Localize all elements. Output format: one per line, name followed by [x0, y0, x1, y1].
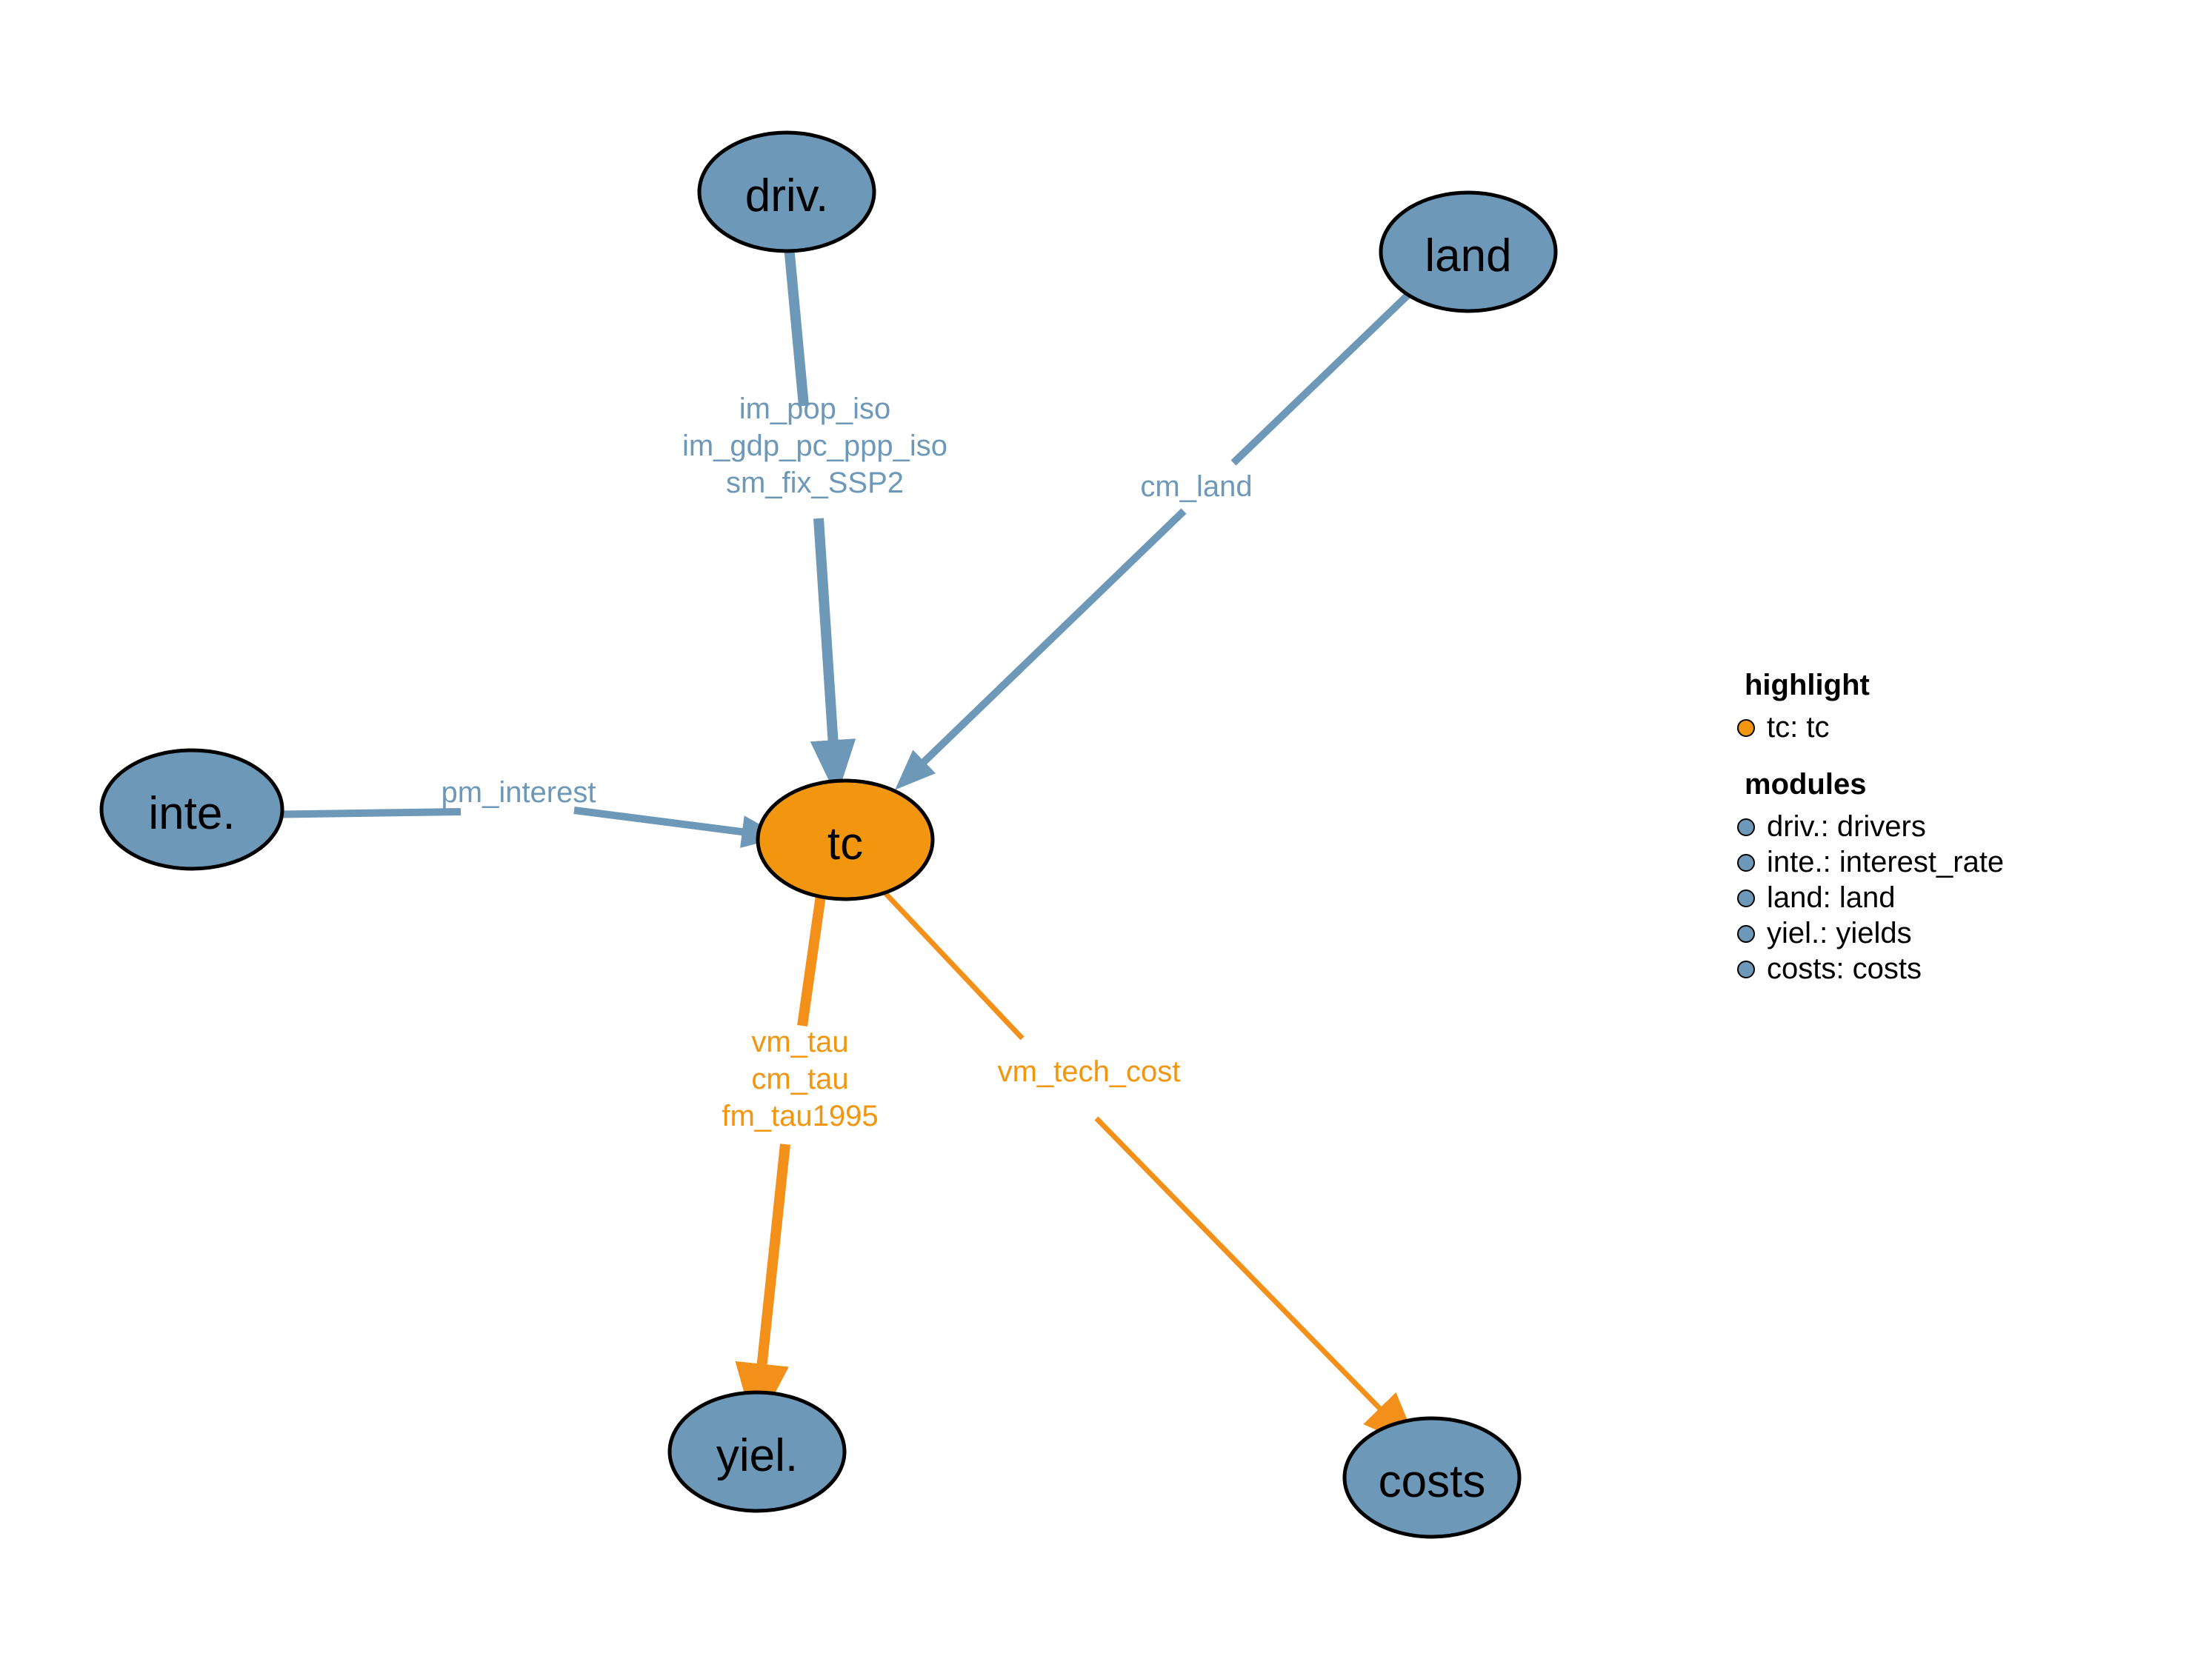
svg-text:yiel.: yiel. [716, 1430, 798, 1481]
svg-text:inte.: inte. [148, 788, 235, 839]
svg-text:vm_tech_cost: vm_tech_cost [998, 1055, 1181, 1088]
svg-text:cm_land: cm_land [1140, 470, 1252, 503]
svg-text:driv.: driv. [745, 170, 829, 221]
svg-text:im_pop_iso: im_pop_iso [739, 393, 891, 425]
svg-text:land: land: land: land [1767, 881, 1895, 914]
svg-text:tc: tc: tc: tc [1767, 711, 1829, 744]
svg-text:costs: costs [1379, 1456, 1486, 1507]
svg-text:im_gdp_pc_ppp_iso: im_gdp_pc_ppp_iso [682, 430, 947, 462]
svg-text:costs: costs: costs: costs [1767, 952, 1922, 985]
svg-text:modules: modules [1745, 768, 1866, 801]
svg-text:highlight: highlight [1745, 669, 1870, 701]
svg-text:driv.: drivers: driv.: drivers [1767, 810, 1926, 843]
svg-text:land: land [1425, 230, 1511, 281]
svg-text:vm_tau: vm_tau [751, 1026, 848, 1058]
svg-text:pm_interest: pm_interest [442, 776, 596, 809]
svg-text:tc: tc [827, 818, 863, 869]
svg-text:inte.: interest_rate: inte.: interest_rate [1767, 846, 2004, 878]
svg-text:yiel.: yields: yiel.: yields [1767, 917, 1912, 949]
svg-text:sm_fix_SSP2: sm_fix_SSP2 [726, 467, 904, 499]
svg-text:cm_tau: cm_tau [751, 1063, 848, 1095]
svg-text:fm_tau1995: fm_tau1995 [722, 1100, 878, 1132]
